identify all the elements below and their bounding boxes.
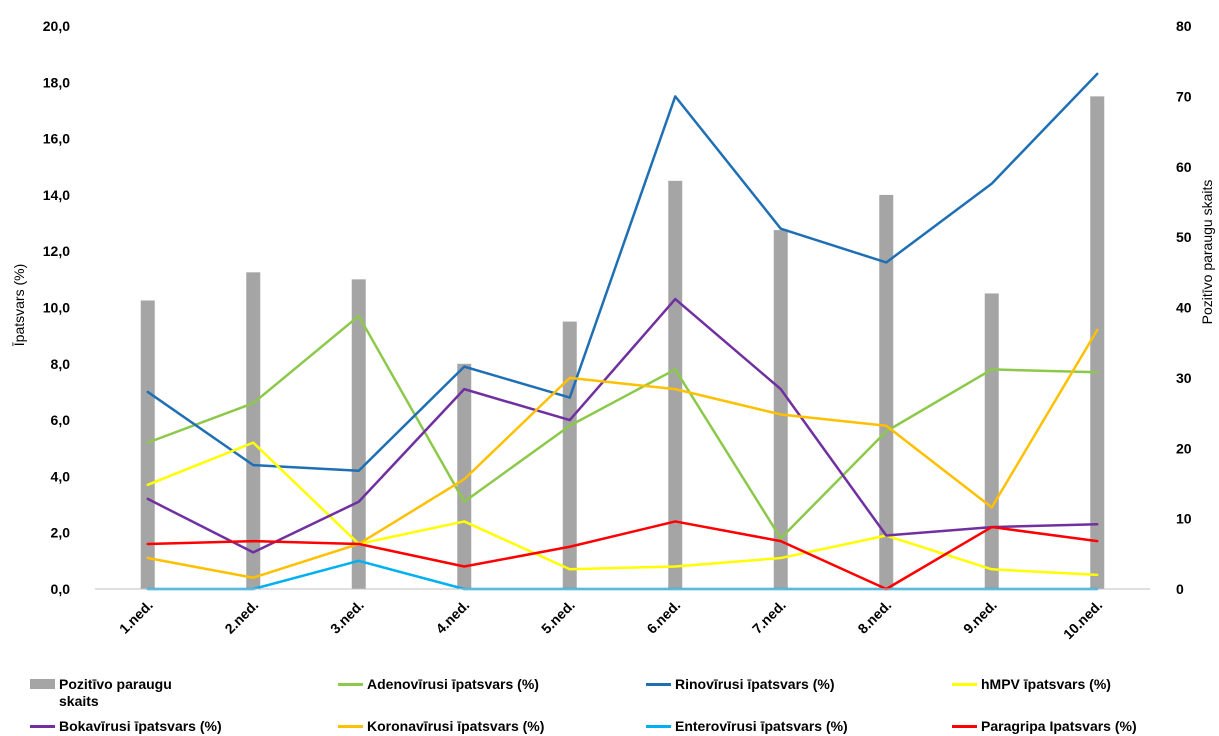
x-tick-label: 4.ned. xyxy=(432,597,472,637)
bar-series xyxy=(140,96,1105,589)
y-right-tick-label: 30 xyxy=(1176,370,1192,386)
x-tick-label: 2.ned. xyxy=(221,597,261,637)
y-left-tick-label: 18,0 xyxy=(43,74,70,90)
x-tick-label: 8.ned. xyxy=(854,597,894,637)
bar-10ned xyxy=(1090,96,1105,589)
bar-2ned xyxy=(246,272,261,589)
x-tick-label: 7.ned. xyxy=(749,597,789,637)
y-right-tick-label: 0 xyxy=(1176,581,1184,597)
bar-9ned xyxy=(984,293,999,589)
x-axis-ticks: 1.ned. 2.ned. 3.ned. 4.ned. 5.ned. 6.ned. 7.ne… xyxy=(116,597,1105,642)
y-axis-left-ticks: 0,0 2,0 4,0 6,0 8,0 10,0 12,0 14,0 16,0 18,0 20,0 xyxy=(43,18,70,597)
y-left-tick-label: 20,0 xyxy=(43,18,70,34)
line-series-5 xyxy=(146,328,1099,579)
x-tick-label: 6.ned. xyxy=(643,597,683,637)
bar-7ned xyxy=(773,230,788,589)
line-series-3 xyxy=(146,441,1099,577)
x-tick-label: 5.ned. xyxy=(538,597,578,637)
y-right-tick-label: 50 xyxy=(1176,229,1192,245)
line-series-2 xyxy=(146,72,1099,473)
x-tick-label: 1.ned. xyxy=(116,597,156,637)
x-tick-label: 9.ned. xyxy=(960,597,1000,637)
y-left-tick-label: 6,0 xyxy=(51,412,71,428)
line-series xyxy=(146,72,1099,591)
x-tick-label: 3.ned. xyxy=(327,597,367,637)
bar-1ned xyxy=(140,300,155,589)
y-left-tick-label: 10,0 xyxy=(43,300,70,316)
y-right-tick-label: 70 xyxy=(1176,88,1192,104)
y-axis-right-ticks: 0 10 20 30 40 50 60 70 80 xyxy=(1176,18,1192,597)
y-right-tick-label: 10 xyxy=(1176,511,1192,527)
bar-6ned xyxy=(668,180,683,589)
x-tick-label: 10.ned. xyxy=(1060,597,1105,642)
y-left-tick-label: 2,0 xyxy=(51,525,71,541)
y-axis-left-title: Īpatsvars (%) xyxy=(11,264,27,346)
bar-4ned xyxy=(457,363,472,589)
line-series-1 xyxy=(146,314,1099,540)
y-right-tick-label: 40 xyxy=(1176,300,1192,316)
y-left-tick-label: 4,0 xyxy=(51,468,71,484)
line-series-7 xyxy=(146,520,1099,591)
y-right-tick-label: 20 xyxy=(1176,440,1192,456)
y-left-tick-label: 8,0 xyxy=(51,356,71,372)
y-left-tick-label: 12,0 xyxy=(43,243,70,259)
y-right-tick-label: 60 xyxy=(1176,159,1192,175)
line-series-4 xyxy=(146,297,1099,554)
y-right-tick-label: 80 xyxy=(1176,18,1192,34)
bar-8ned xyxy=(879,194,894,589)
y-axis-right-title: Pozitīvo paraugu skaits xyxy=(1199,180,1215,325)
bar-3ned xyxy=(351,279,366,589)
y-left-tick-label: 16,0 xyxy=(43,131,70,147)
y-left-tick-label: 0,0 xyxy=(51,581,71,597)
y-left-tick-label: 14,0 xyxy=(43,187,70,203)
